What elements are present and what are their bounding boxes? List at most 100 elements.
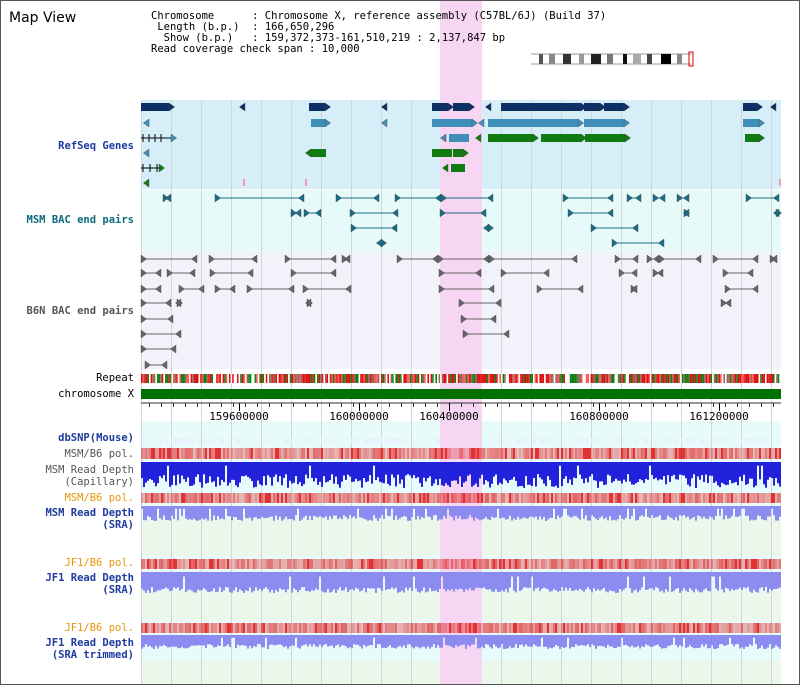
jf1-depth-trimmed-bar	[491, 635, 493, 649]
jf1-b6-pol-strip-1	[385, 559, 387, 569]
jf1-b6-pol-strip-1	[669, 559, 671, 569]
msm-b6-pol-strip-1	[695, 448, 697, 459]
repeat-segment	[187, 374, 189, 383]
refseq-genes-label[interactable]: RefSeq Genes	[58, 140, 134, 152]
msm-b6-pol-strip-2	[437, 493, 439, 503]
msm-b6-pol-strip-2	[335, 493, 337, 503]
jf1-depth-trimmed-bar	[273, 635, 275, 646]
jf1-depth-trimmed-bar	[173, 635, 175, 647]
jf1-depth-sra-bar	[755, 572, 757, 592]
dbsnp-mark	[143, 438, 144, 443]
msm-b6-pol-strip-2	[383, 493, 385, 503]
msm-depth-capillary-bar	[543, 462, 545, 484]
msm-b6-pol-strip-2	[161, 493, 163, 503]
jf1-depth-trimmed-bar	[553, 635, 555, 647]
bac-end-marker	[632, 254, 639, 264]
msm-b6-pol-strip-2	[445, 493, 447, 503]
repeat-segment	[744, 374, 746, 383]
jf1-depth-sra-bar	[555, 572, 557, 591]
jf1-depth-sra-bar	[579, 572, 581, 589]
msm-b6-pol-strip-1	[437, 448, 439, 459]
msm-b6-pol-strip-1	[381, 448, 383, 459]
jf1-b6-pol-strip-2	[237, 623, 239, 633]
jf1-b6-pol-strip-1	[465, 559, 467, 569]
jf1-depth-sra-bar	[391, 572, 393, 588]
msm-depth-sra-bar	[557, 506, 559, 516]
jf1-depth-sra-bar	[149, 572, 151, 593]
b6n-bac-label[interactable]: B6N BAC end pairs	[26, 305, 134, 317]
dbsnp-mark	[181, 438, 182, 443]
refseq-gene	[432, 103, 448, 111]
msm-b6-pol-strip-1	[609, 448, 611, 459]
msm-b6-pol-strip-1	[505, 448, 507, 459]
jf1-b6-pol-strip-1	[589, 559, 591, 569]
jf1-b6-pol-strip-1	[631, 559, 633, 569]
msm-b6-pol-strip-2	[313, 493, 315, 503]
gene-strand-arrow	[471, 118, 478, 128]
jf1-b6-pol-strip-2	[715, 623, 717, 633]
jf1-depth-trimmed-bar	[651, 635, 653, 647]
msm-depth-sra-bar	[635, 506, 637, 521]
msm-depth-capillary-bar	[451, 462, 453, 481]
msm-b6-pol-strip-1	[169, 448, 171, 459]
msm-b6-pol-strip-1	[327, 448, 329, 459]
msm-b6-pol-strip-1	[575, 448, 577, 459]
jf1-b6-pol-strip-2	[445, 623, 447, 633]
jf1-b6-pol-strip-1	[511, 559, 513, 569]
msm-b6-pol-strip-2	[633, 493, 635, 503]
jf1-b6-pol-strip-2	[519, 623, 521, 633]
msm-b6-pol-strip-1	[451, 448, 453, 459]
repeat-segment	[560, 374, 562, 383]
repeat-segment	[432, 374, 434, 383]
repeat-segment	[542, 374, 545, 383]
repeat-segment	[768, 374, 770, 383]
jf1-b6-pol-strip-1	[419, 559, 421, 569]
dbsnp-mark	[285, 438, 286, 443]
msm-b6-pol-strip-2	[145, 493, 147, 503]
jf1-b6-pol-strip-1	[707, 559, 709, 569]
jf1-b6-pol-strip-1	[145, 559, 147, 569]
msm-b6-pol-strip-2	[225, 493, 227, 503]
jf1-depth-trimmed-bar	[263, 635, 265, 648]
msm-depth-capillary-bar	[241, 462, 243, 477]
msm-depth-capillary-bar	[745, 462, 747, 485]
jf1-b6-pol-strip-2	[615, 623, 617, 633]
msm-b6-pol-strip-2	[713, 493, 715, 503]
repeat-segment	[489, 374, 492, 383]
jf1-b6-pol-strip-2	[471, 623, 473, 633]
msm-depth-capillary-bar	[417, 462, 419, 478]
msm-b6-pol-strip-2	[351, 493, 353, 503]
refseq-gene	[743, 119, 759, 127]
length-value: 166,650,296	[264, 21, 335, 33]
msm-b6-pol-strip-1	[307, 448, 309, 459]
dbsnp-mark	[545, 438, 546, 443]
msm-b6-pol-strip-1	[229, 448, 231, 459]
msm-bac-label[interactable]: MSM BAC end pairs	[26, 214, 134, 226]
repeat-segment	[379, 374, 381, 383]
msm-depth-capillary-bar	[167, 462, 169, 466]
jf1-depth-trimmed-bar	[179, 635, 181, 649]
jf1-depth-sra-bar	[237, 572, 239, 593]
msm-depth-sra-bar	[701, 506, 703, 519]
msm-depth-sra-bar	[163, 506, 165, 516]
chromosome-bar	[141, 389, 781, 399]
dbsnp-mark	[321, 438, 322, 443]
dbsnp-label[interactable]: dbSNP(Mouse)	[58, 432, 134, 444]
jf1-b6-pol-strip-1	[173, 559, 175, 569]
jf1-b6-pol-strip-1	[635, 559, 637, 569]
msm-depth-capillary-bar	[485, 462, 487, 481]
dbsnp-mark	[533, 438, 534, 443]
jf1-depth-sra-bar	[209, 572, 211, 592]
dbsnp-mark	[177, 438, 178, 443]
msm-b6-pol-strip-1	[493, 448, 495, 459]
msm-depth-capillary-bar	[249, 462, 251, 479]
jf1-b6-pol-strip-2	[675, 623, 677, 633]
jf1-depth-sra-bar	[173, 572, 175, 588]
repeat-segment	[254, 374, 257, 383]
msm-b6-pol-strip-1	[243, 448, 245, 459]
dbsnp-mark	[179, 438, 180, 443]
msm-depth-capillary-bar	[165, 462, 167, 482]
jf1-depth-sra-bar	[689, 572, 691, 589]
msm-depth-sra-bar	[513, 506, 515, 519]
